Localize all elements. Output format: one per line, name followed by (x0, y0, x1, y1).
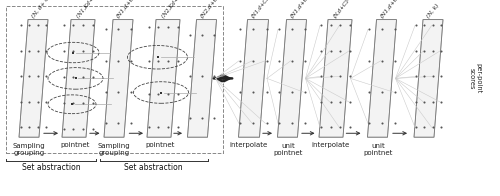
Text: unit
pointnet: unit pointnet (274, 143, 302, 156)
Text: (N, k): (N, k) (426, 3, 440, 19)
Polygon shape (104, 20, 133, 137)
Polygon shape (147, 20, 180, 137)
Text: Sampling
grouping: Sampling grouping (98, 143, 130, 156)
Polygon shape (62, 20, 95, 137)
Text: Sampling
grouping: Sampling grouping (12, 143, 46, 156)
Polygon shape (188, 20, 216, 137)
Polygon shape (278, 20, 306, 137)
Text: Set abstraction: Set abstraction (22, 163, 80, 172)
Polygon shape (319, 20, 352, 137)
Text: (N1,d+C3): (N1,d+C3) (290, 0, 314, 19)
Text: pointnet: pointnet (60, 142, 90, 148)
Text: per-point
scores: per-point scores (468, 63, 481, 93)
Text: (N1,d+C1): (N1,d+C1) (116, 0, 140, 19)
Text: interpolate: interpolate (230, 142, 268, 148)
Text: pointnet: pointnet (146, 142, 174, 148)
Text: (N, d+ C): (N, d+ C) (31, 0, 52, 19)
Text: Set abstraction: Set abstraction (124, 163, 183, 172)
Polygon shape (238, 20, 268, 137)
Text: (N2,d+C2): (N2,d+C2) (200, 0, 224, 19)
Text: (N2,Kd+ C2): (N2,Kd+ C2) (161, 0, 188, 19)
Polygon shape (19, 20, 48, 137)
Polygon shape (368, 20, 396, 137)
Text: (N1,Kd+ C): (N1,Kd+ C) (76, 0, 100, 19)
Text: (N1,d+C2+C1): (N1,d+C2+C1) (251, 0, 280, 19)
Polygon shape (414, 20, 443, 137)
Bar (6, 6, 222, 153)
Text: interpolate: interpolate (312, 142, 350, 148)
Text: (N,d+C3+C): (N,d+C3+C) (333, 0, 357, 19)
Text: unit
pointnet: unit pointnet (364, 143, 392, 156)
Text: (N1,d+C3): (N1,d+C3) (380, 0, 404, 19)
